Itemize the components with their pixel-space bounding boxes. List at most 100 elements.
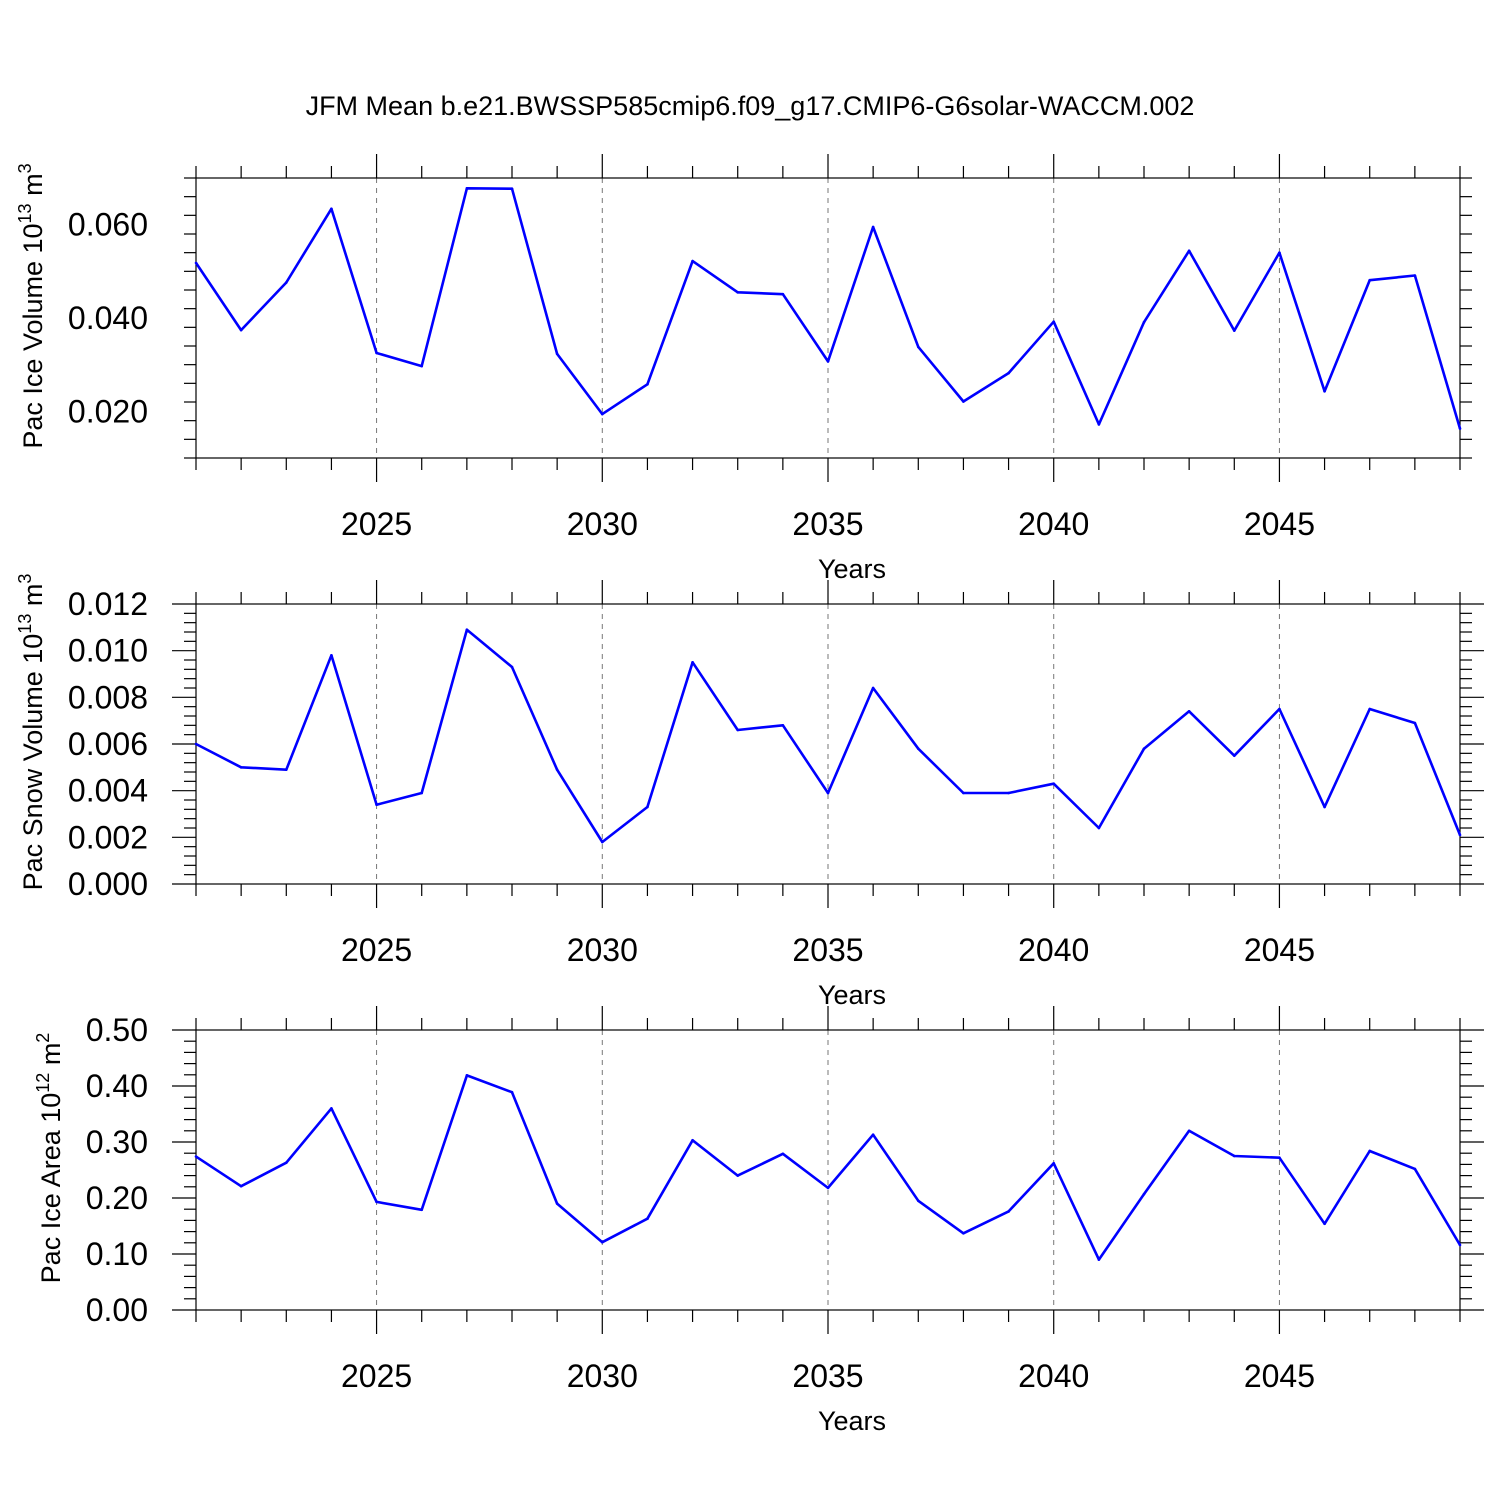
data-point-2047 — [1368, 278, 1372, 282]
data-point-2047 — [1368, 707, 1372, 711]
data-point-2035 — [826, 360, 830, 363]
x-tick-label-2025: 2025 — [341, 932, 412, 968]
data-point-2023 — [284, 1161, 288, 1165]
data-point-2032 — [691, 259, 694, 263]
data-point-2045 — [1278, 707, 1281, 711]
data-point-2039 — [1007, 1210, 1010, 1213]
y-tick-label: 0.040 — [68, 300, 148, 336]
data-point-2041 — [1097, 826, 1101, 830]
data-point-2043 — [1187, 710, 1191, 713]
data-point-2036 — [871, 686, 875, 690]
y-axis-label: Pac Ice Volume 1013 m3 — [15, 163, 48, 448]
data-point-2048 — [1413, 274, 1417, 277]
data-point-2042 — [1142, 747, 1146, 750]
y-tick-label: 0.006 — [68, 726, 148, 762]
data-point-2036 — [871, 1133, 875, 1137]
data-point-2022 — [239, 1184, 243, 1188]
data-point-2034 — [781, 1152, 785, 1156]
data-point-2048 — [1413, 721, 1417, 725]
x-tick-label-2040: 2040 — [1018, 932, 1089, 968]
data-point-2030 — [600, 412, 604, 416]
data-point-2025 — [375, 1200, 378, 1204]
data-point-2046 — [1323, 805, 1326, 809]
data-point-2035 — [826, 791, 830, 795]
data-point-2033 — [736, 1174, 740, 1177]
data-point-2036 — [871, 225, 875, 229]
data-point-2024 — [330, 207, 333, 211]
data-point-2021 — [194, 742, 198, 746]
data-point-2043 — [1187, 249, 1191, 253]
data-point-2028 — [510, 665, 514, 669]
y-tick-label: 0.00 — [86, 1292, 148, 1328]
x-tick-label-2035: 2035 — [792, 932, 863, 968]
data-point-2049 — [1458, 427, 1462, 430]
data-point-2022 — [239, 328, 243, 332]
y-tick-label: 0.010 — [68, 633, 148, 669]
y-tick-label: 0.10 — [86, 1236, 148, 1272]
y-tick-label: 0.50 — [86, 1012, 148, 1048]
data-point-2045 — [1278, 1156, 1281, 1159]
y-tick-label: 0.020 — [68, 393, 148, 429]
data-point-2040 — [1052, 320, 1056, 324]
y-tick-label: 0.30 — [86, 1124, 148, 1160]
y-tick-label: 0.008 — [68, 679, 148, 715]
data-point-2044 — [1232, 329, 1236, 332]
data-point-2026 — [420, 791, 424, 795]
chart-panel-2: 2025 2030 2035 2040 2045 0.000 0.002 0.004 0.006… — [15, 574, 1484, 1010]
data-point-2042 — [1142, 320, 1146, 324]
data-point-2027 — [465, 1074, 469, 1077]
chart-panel-3: 2025 2030 2035 2040 2045 0.00 0.10 0.20 0.30 0.40… — [33, 1006, 1484, 1436]
data-point-2021 — [194, 1155, 198, 1158]
data-point-2044 — [1232, 754, 1236, 757]
y-tick-label: 0.060 — [68, 207, 148, 243]
x-tick-label-2040: 2040 — [1018, 1358, 1089, 1394]
data-point-2040 — [1052, 782, 1056, 785]
data-point-2027 — [465, 186, 469, 190]
data-point-2034 — [781, 724, 785, 727]
data-point-2041 — [1097, 1258, 1101, 1261]
data-point-2029 — [555, 352, 559, 356]
data-point-2022 — [239, 766, 243, 769]
data-point-2049 — [1458, 1243, 1462, 1247]
data-point-2039 — [1007, 791, 1010, 795]
data-point-2046 — [1323, 1222, 1326, 1226]
data-point-2038 — [962, 791, 965, 795]
data-point-2038 — [962, 400, 965, 403]
data-point-2037 — [916, 747, 920, 750]
y-axis-label: Pac Ice Area 1012 m2 — [33, 1033, 66, 1284]
data-point-2037 — [916, 345, 920, 349]
y-tick-label: 0.000 — [68, 866, 148, 902]
x-tick-label-2030: 2030 — [567, 1358, 638, 1394]
data-point-2030 — [600, 1240, 604, 1244]
x-tick-label-2040: 2040 — [1018, 506, 1089, 542]
y-tick-label: 0.20 — [86, 1180, 148, 1216]
data-point-2041 — [1097, 423, 1101, 426]
data-point-2043 — [1187, 1129, 1191, 1133]
x-axis-label: Years — [818, 980, 886, 1010]
x-axis-label: Years — [818, 1406, 886, 1436]
data-point-2025 — [375, 803, 378, 806]
data-point-2035 — [826, 1186, 830, 1190]
x-tick-label-2035: 2035 — [792, 506, 863, 542]
data-point-2047 — [1368, 1149, 1372, 1153]
data-point-2023 — [284, 768, 288, 771]
data-point-2048 — [1413, 1167, 1417, 1171]
x-tick-label-2025: 2025 — [341, 1358, 412, 1394]
data-point-2037 — [916, 1199, 920, 1203]
data-point-2028 — [510, 1090, 514, 1094]
data-point-2024 — [330, 1107, 333, 1110]
data-point-2049 — [1458, 833, 1462, 837]
data-point-2026 — [420, 364, 424, 368]
data-point-2031 — [646, 1217, 649, 1221]
x-tick-label-2045: 2045 — [1244, 932, 1315, 968]
x-tick-label-2030: 2030 — [567, 932, 638, 968]
data-point-2023 — [284, 281, 288, 284]
data-point-2030 — [600, 840, 604, 844]
y-axis-label: Pac Snow Volume 1013 m3 — [15, 574, 48, 891]
data-point-2038 — [962, 1231, 965, 1235]
data-point-2039 — [1007, 371, 1010, 375]
data-point-2029 — [555, 768, 559, 771]
